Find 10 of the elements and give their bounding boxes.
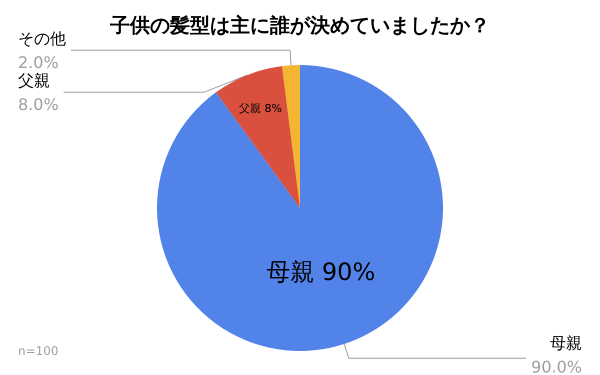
- data-label: 8.0%: [18, 94, 59, 114]
- text: 父親 8%: [239, 102, 282, 115]
- slice-label: 母親: [550, 334, 582, 352]
- text: n=100: [18, 344, 59, 358]
- data-label: 2.0%: [18, 52, 59, 72]
- data-label: 90.0%: [531, 358, 582, 375]
- chart-title: 子供の髪型は主に誰が決めていましたか？: [109, 13, 490, 37]
- text: 母親 90%: [266, 258, 376, 286]
- slice-label: その他: [18, 28, 66, 48]
- slice-label: 父親: [18, 70, 50, 90]
